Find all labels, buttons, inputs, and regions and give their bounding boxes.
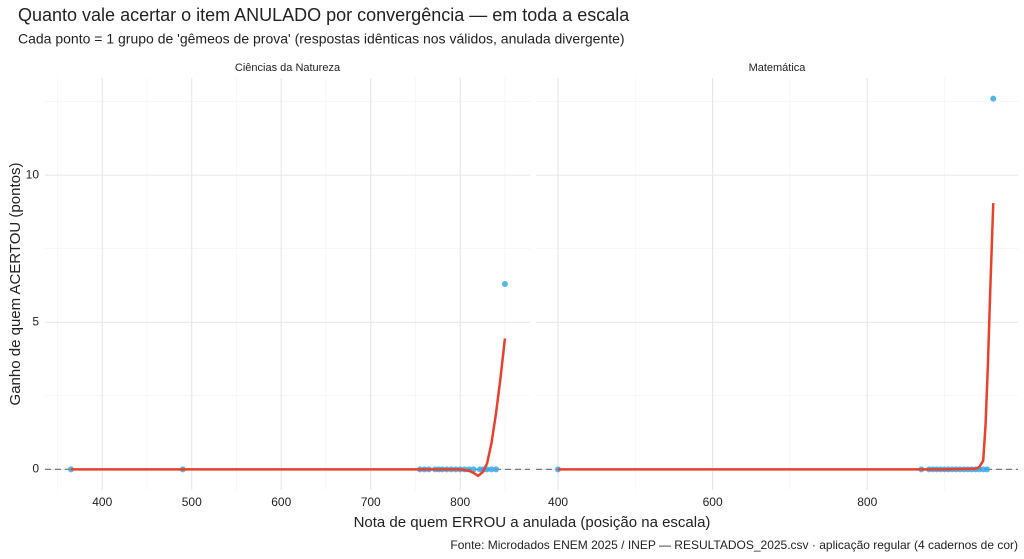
caption: Fonte: Microdados ENEM 2025 / INEP — RES…	[450, 538, 1018, 552]
x-axis-label: Nota de quem ERROU a anulada (posição na…	[354, 514, 711, 531]
point	[501, 281, 508, 287]
x-tick-label: 800	[857, 495, 877, 509]
x-tick-label: 400	[92, 495, 112, 509]
trend-line	[70, 338, 507, 478]
chart-title: Quanto vale acertar o item ANULADO por c…	[18, 5, 630, 25]
point	[984, 466, 991, 473]
trend-line	[558, 203, 995, 471]
point	[492, 466, 499, 473]
x-tick-label: 600	[703, 495, 723, 509]
y-tick-label: 5	[32, 314, 39, 328]
facet-label: Ciências da Natureza	[235, 62, 341, 74]
x-tick-label: 800	[450, 495, 470, 509]
x-tick-label: 700	[361, 495, 381, 509]
y-axis-label: Ganho de quem ACERTOU (pontos)	[7, 163, 24, 406]
chart-subtitle: Cada ponto = 1 grupo de 'gêmeos de prova…	[18, 31, 625, 47]
y-tick-label: 0	[32, 462, 39, 476]
facet-label: Matemática	[749, 62, 807, 74]
x-tick-label: 400	[548, 495, 568, 509]
point	[488, 466, 495, 473]
x-tick-label: 500	[182, 495, 202, 509]
y-tick-label: 10	[26, 167, 40, 181]
x-tick-label: 600	[271, 495, 291, 509]
point	[990, 95, 997, 102]
